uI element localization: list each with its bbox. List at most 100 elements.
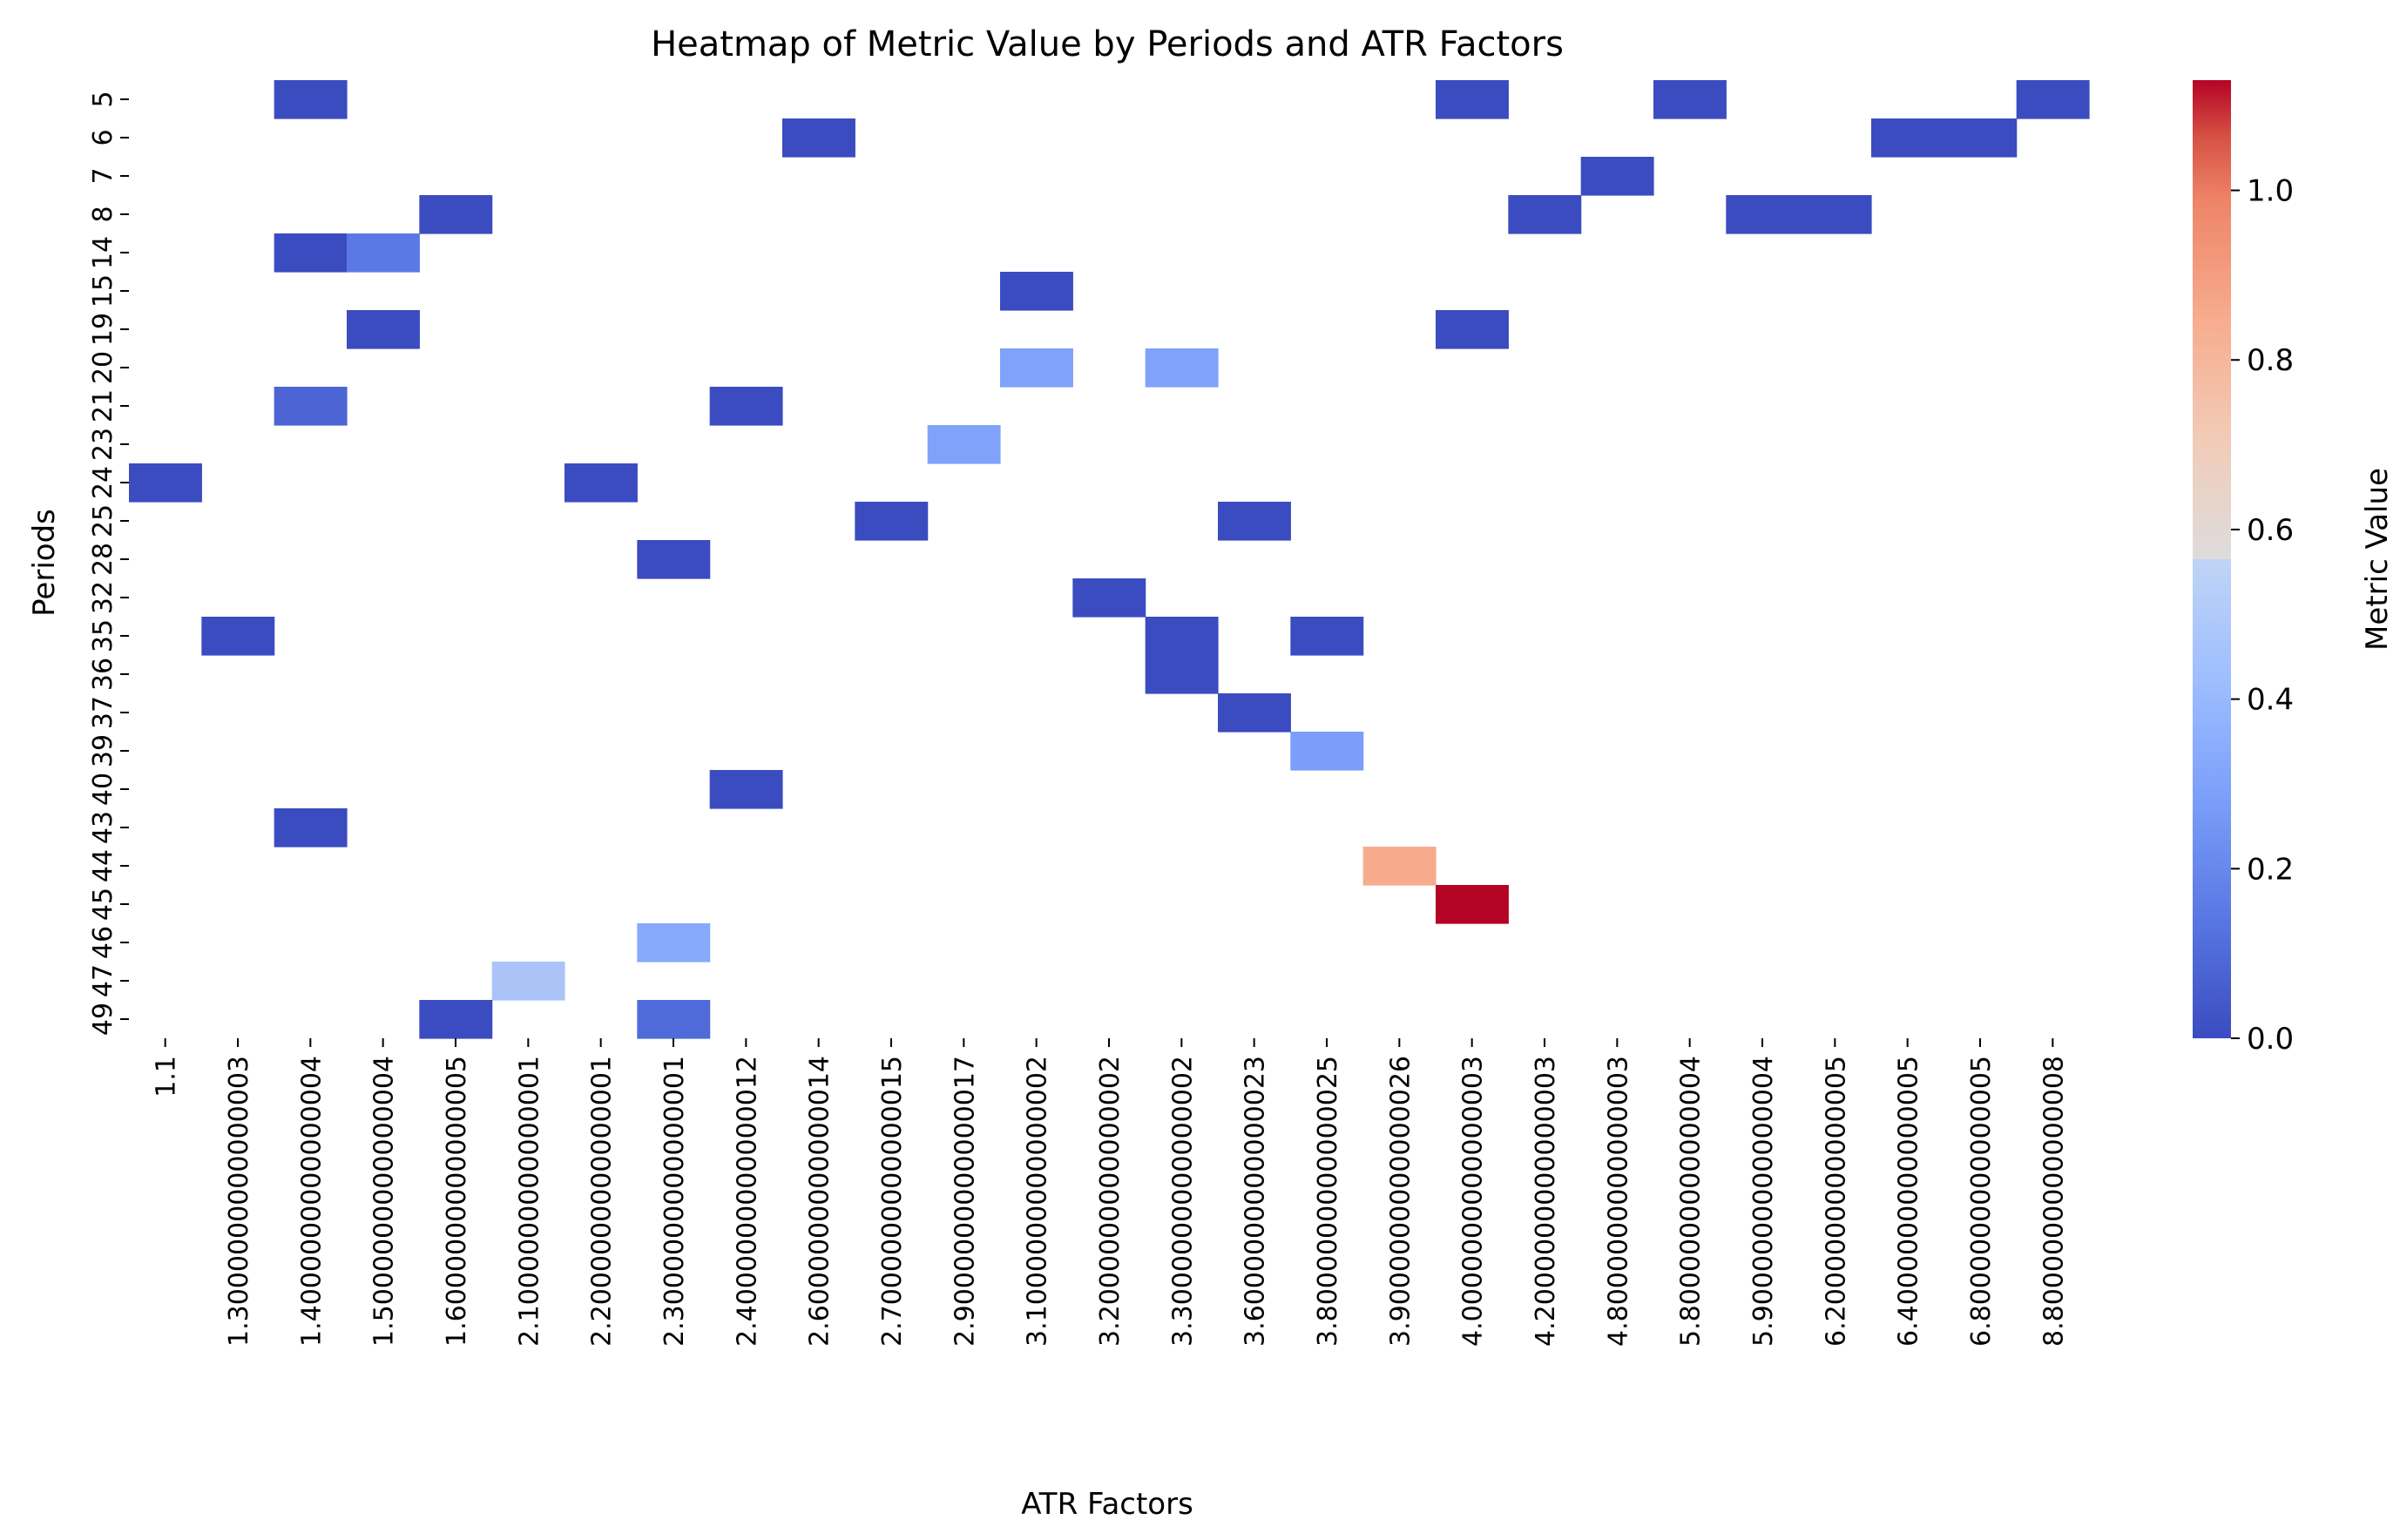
colorbar-tick-label: 0.0 <box>2247 1022 2294 1057</box>
heatmap-cell <box>1726 195 1800 234</box>
heatmap-cell <box>709 387 783 426</box>
heatmap-cell <box>491 962 565 1001</box>
chart-title: Heatmap of Metric Value by Periods and A… <box>651 24 1564 64</box>
heatmap-cell <box>927 425 1001 464</box>
y-tick-label: 23 <box>88 428 118 461</box>
x-tick-label: 6.4000000000000005 <box>1894 1056 1924 1347</box>
heatmap-cell <box>347 233 420 273</box>
x-tick-label: 2.3000000000000001 <box>659 1056 690 1347</box>
y-axis-ticks: 5 6 7 8 14 15 19 20 21 23 24 25 28 32 35 36 37 39 40 43 44 45… <box>88 91 129 1036</box>
heatmap-cell <box>1580 157 1654 196</box>
heatmap-cell <box>1944 118 2018 158</box>
heatmap-cell <box>1436 310 1509 349</box>
heatmap-cell <box>1000 348 1073 388</box>
heatmap-cell <box>1436 885 1509 924</box>
heatmap-cell <box>274 80 348 119</box>
heatmap-cell <box>1145 348 1219 388</box>
heatmap-cell <box>274 387 348 426</box>
heatmap-cell <box>1000 272 1073 311</box>
x-tick-label: 2.9000000000000017 <box>950 1056 980 1347</box>
y-tick-label: 46 <box>88 926 118 959</box>
y-tick-label: 43 <box>88 811 118 844</box>
y-tick-label: 7 <box>88 167 118 184</box>
heatmap-cell <box>855 502 929 541</box>
x-tick-label: 8.8000000000000008 <box>2038 1056 2069 1347</box>
y-tick-label: 39 <box>88 734 118 767</box>
colorbar-tick-label: 0.2 <box>2247 852 2294 887</box>
x-tick-label: 3.3000000000000002 <box>1167 1056 1198 1347</box>
heatmap-cell <box>637 540 711 579</box>
colorbar-tick-label: 0.4 <box>2247 683 2294 718</box>
x-tick-label: 4.8000000000000003 <box>1603 1056 1633 1347</box>
colorbar: 0.0 0.2 0.4 0.6 0.8 1.0 Metric Value <box>2193 80 2395 1057</box>
x-tick-label: 4.0000000000000003 <box>1458 1056 1489 1347</box>
heatmap-cell <box>1653 80 1727 119</box>
heatmap-cell <box>1508 195 1582 234</box>
y-tick-label: 20 <box>88 351 118 384</box>
heatmap-cell <box>782 118 855 158</box>
x-tick-label: 5.9000000000000004 <box>1748 1056 1779 1347</box>
x-tick-label: 4.2000000000000003 <box>1531 1056 1561 1347</box>
y-tick-label: 21 <box>88 389 118 422</box>
heatmap-cell <box>201 617 275 656</box>
heatmap-cell <box>637 1000 711 1039</box>
x-tick-label: 3.8000000000000025 <box>1313 1056 1343 1347</box>
heatmap-cell <box>347 310 420 349</box>
x-axis-label: ATR Factors <box>1021 1487 1193 1522</box>
x-tick-label: 3.9000000000000026 <box>1385 1056 1416 1347</box>
y-tick-label: 6 <box>88 129 118 145</box>
colorbar-tick-label: 0.6 <box>2247 513 2294 548</box>
heatmap-cell <box>1145 655 1219 694</box>
heatmap-cell <box>565 463 638 503</box>
y-tick-label: 14 <box>88 236 118 269</box>
x-tick-label: 3.2000000000000002 <box>1095 1056 1126 1347</box>
y-tick-label: 44 <box>88 849 118 882</box>
heatmap-cell <box>274 233 348 273</box>
x-tick-label: 3.1000000000000002 <box>1023 1056 1053 1347</box>
heatmap-cell <box>1871 118 1944 158</box>
heatmap-cell <box>419 1000 493 1039</box>
y-tick-label: 24 <box>88 466 118 499</box>
x-tick-label: 2.6000000000000014 <box>805 1056 835 1347</box>
x-tick-label: 2.7000000000000015 <box>877 1056 908 1347</box>
x-tick-label: 1.4000000000000004 <box>296 1056 327 1347</box>
heatmap-cell <box>637 923 711 962</box>
y-tick-label: 19 <box>88 313 118 346</box>
x-tick-label: 2.4000000000000012 <box>732 1056 762 1347</box>
heatmap-cell <box>1218 502 1291 541</box>
colorbar-ticks: 0.0 0.2 0.4 0.6 0.8 1.0 <box>2231 174 2294 1057</box>
y-tick-label: 36 <box>88 658 118 691</box>
y-tick-label: 28 <box>88 543 118 576</box>
x-tick-label: 1.5000000000000004 <box>369 1056 400 1347</box>
x-tick-label: 2.1000000000000001 <box>514 1056 544 1347</box>
x-tick-label: 5.8000000000000004 <box>1676 1056 1707 1347</box>
y-tick-label: 37 <box>88 696 118 729</box>
heatmap-cell <box>1072 578 1146 618</box>
x-tick-label: 1.3000000000000003 <box>224 1056 254 1347</box>
y-tick-label: 47 <box>88 964 118 997</box>
heatmap-cell <box>709 770 783 809</box>
heatmap-cell <box>2016 80 2090 119</box>
x-tick-label: 6.8000000000000005 <box>1966 1056 1997 1347</box>
x-tick-label: 2.2000000000000001 <box>587 1056 618 1347</box>
x-tick-label: 1.1 <box>152 1056 182 1098</box>
heatmap-cell <box>1436 80 1509 119</box>
x-tick-label: 6.2000000000000005 <box>1821 1056 1851 1347</box>
x-tick-label: 3.6000000000000023 <box>1241 1056 1271 1347</box>
y-tick-label: 8 <box>88 206 118 222</box>
y-tick-label: 15 <box>88 274 118 307</box>
colorbar-tick-label: 1.0 <box>2247 174 2294 209</box>
y-tick-label: 32 <box>88 581 118 614</box>
heatmap-cell <box>274 808 348 848</box>
x-tick-label: 1.6000000000000005 <box>442 1056 472 1347</box>
heatmap-cell <box>129 463 202 503</box>
heatmap-cell <box>419 195 493 234</box>
y-tick-label: 45 <box>88 888 118 921</box>
heatmap-cell <box>1362 847 1437 886</box>
y-tick-label: 25 <box>88 504 118 537</box>
colorbar-label: Metric Value <box>2360 468 2395 651</box>
heatmap-cells <box>129 80 2090 1039</box>
y-tick-label: 35 <box>88 619 118 652</box>
y-tick-label: 40 <box>88 773 118 806</box>
